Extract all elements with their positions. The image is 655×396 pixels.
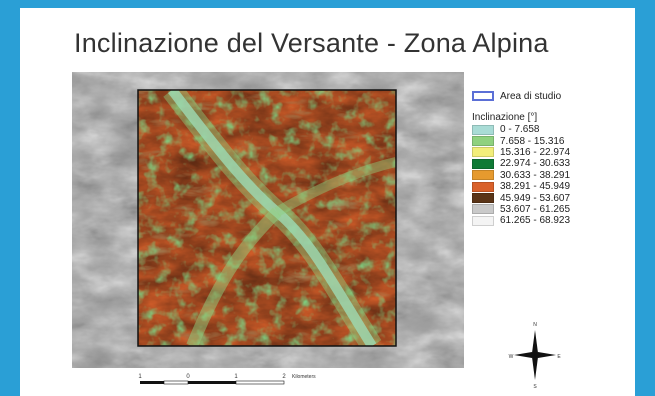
legend-class-swatch [472,124,494,135]
legend-class-label: 7.658 - 15.316 [500,135,565,147]
compass-e: E [557,354,561,360]
legend-class-row: 30.633 - 38.291 [472,170,632,181]
scale-tick-0: 1 [138,374,142,380]
compass-n: N [533,322,537,328]
scale-tick-2: 1 [234,374,238,380]
legend-class-label: 53.607 - 61.265 [500,203,571,215]
map-title: Inclinazione del Versante - Zona Alpina [74,28,549,58]
figure-frame: Inclinazione del Versante - Zona Alpina [20,8,635,396]
scale-tick-1: 0 [186,374,190,380]
legend-class-row: 0 - 7.658 [472,124,632,135]
legend-class-swatch [472,193,494,204]
legend-class-swatch [472,215,494,226]
legend: Area di studio Inclinazione [°] 0 - 7.65… [472,88,632,227]
study-area-outline [137,89,397,347]
map-view [72,72,464,368]
legend-class-swatch [472,147,494,158]
scale-bar: 1 0 1 2 Kilometers [138,374,316,385]
legend-class-row: 7.658 - 15.316 [472,135,632,147]
legend-study-area: Area di studio [472,88,632,104]
slope-raster [138,90,396,346]
legend-class-label: 0 - 7.658 [500,124,540,136]
legend-classes: 0 - 7.658 7.658 - 15.316 15.316 - 22.974 22… [472,124,632,227]
legend-class-label: 30.633 - 38.291 [500,169,571,181]
legend-class-swatch [472,136,494,147]
legend-class-row: 53.607 - 61.265 [472,204,632,215]
legend-class-swatch [472,158,494,169]
legend-class-row: 61.265 - 68.923 [472,215,632,226]
legend-class-label: 45.949 - 53.607 [500,192,571,204]
legend-class-row: 45.949 - 53.607 [472,192,632,204]
legend-class-label: 61.265 - 68.923 [500,215,571,227]
compass-w: W [509,354,514,360]
north-arrow-compass-icon: N S W E [509,322,562,390]
legend-class-row: 38.291 - 45.949 [472,181,632,192]
legend-class-row: 22.974 - 30.633 [472,158,632,169]
compass-s: S [533,384,537,390]
legend-class-row: 15.316 - 22.974 [472,147,632,158]
scale-unit: Kilometers [292,374,316,380]
legend-class-swatch [472,204,494,215]
legend-heading: Inclinazione [°] [472,112,538,123]
study-area-swatch [472,91,494,101]
legend-class-swatch [472,170,494,181]
scale-tick-3: 2 [282,374,286,380]
legend-class-label: 38.291 - 45.949 [500,181,571,193]
legend-class-swatch [472,181,494,192]
map-canvas [72,72,464,368]
study-area-label: Area di studio [500,90,562,102]
legend-class-label: 22.974 - 30.633 [500,158,571,170]
legend-class-label: 15.316 - 22.974 [500,146,571,158]
